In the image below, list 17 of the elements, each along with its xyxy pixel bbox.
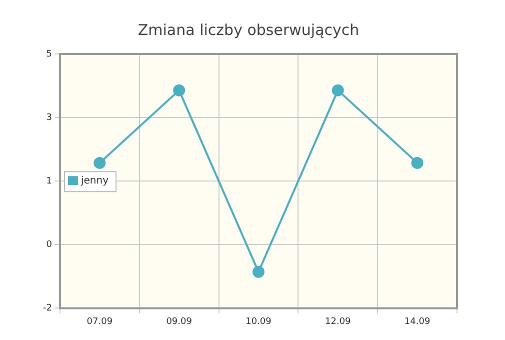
y-tick-label: -2 — [42, 304, 52, 314]
x-tick-label: 12.09 — [325, 316, 352, 327]
point — [252, 266, 264, 278]
legend-label: jenny — [80, 176, 109, 187]
y-tick-label: 3 — [46, 112, 52, 123]
point — [173, 84, 186, 96]
chart-title: Zmiana liczby obserwujących — [138, 20, 360, 39]
x-tick-label: 07.09 — [86, 316, 113, 327]
x-tick-label: 14.09 — [404, 316, 430, 327]
point — [332, 84, 344, 96]
x-tick-label: 09.09 — [166, 316, 192, 327]
y-tick-label: 0 — [46, 240, 52, 250]
point — [411, 156, 424, 169]
point — [94, 156, 106, 169]
x-tick-label: 10.09 — [246, 316, 272, 327]
y-tick-label: 5 — [46, 49, 52, 60]
y-tick-label: 1 — [46, 176, 52, 186]
